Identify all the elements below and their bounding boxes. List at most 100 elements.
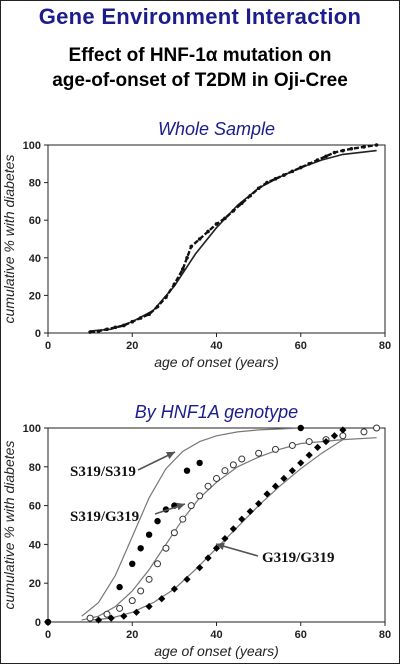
page-title: Gene Environment Interaction	[38, 4, 362, 29]
point-g319-g319	[280, 474, 288, 483]
whole-sample-title: Whole Sample	[158, 119, 275, 139]
point-g319-g319	[330, 432, 339, 440]
genotype-y-tick-label: 40	[29, 539, 41, 551]
whole-sample-x-tick-label: 0	[45, 340, 51, 352]
point-s319-g319	[221, 467, 229, 475]
point-g319-g319	[255, 500, 263, 508]
whole-sample-data-point	[332, 150, 337, 155]
genotype-x-tick-label: 40	[210, 629, 222, 641]
point-g319-g319	[132, 608, 141, 616]
point-g319-g319	[288, 467, 296, 475]
genotype-y-axis-label: cumulative % with diabetes	[1, 441, 17, 610]
whole-sample-data-point	[172, 282, 177, 286]
point-s319-g319	[137, 587, 145, 595]
whole-sample-data-point	[88, 330, 92, 334]
point-s319-s319	[116, 583, 123, 591]
whole-sample-data-point	[206, 229, 210, 234]
whole-sample-data-point	[197, 237, 202, 241]
point-s319-g319	[116, 604, 124, 612]
whole-sample-data-point	[185, 255, 189, 260]
arrow-head-s319-s319	[166, 452, 175, 460]
whole-sample-data-point	[298, 165, 303, 170]
genotype-y-tick-label: 80	[29, 462, 41, 474]
subtitle-line-1: Effect of HNF-1α mutation on	[68, 45, 332, 66]
genotype-y-tick-label: 0	[35, 617, 41, 629]
point-s319-s319	[297, 424, 304, 432]
point-s319-s319	[145, 531, 153, 538]
point-s319-s319	[154, 517, 161, 525]
point-s319-g319	[373, 424, 381, 432]
genotype-x-tick-label: 60	[295, 629, 307, 641]
arrow-head-s319-g319	[176, 502, 185, 511]
genotype-y-tick-label: 60	[29, 501, 41, 513]
point-s319-g319	[179, 515, 187, 523]
genotype-label-s319-g319: S319/G319	[70, 509, 139, 525]
whole-sample-data-point	[96, 329, 101, 333]
point-g319-g319	[238, 515, 246, 523]
point-s319-s319	[129, 560, 136, 567]
genotype-x-tick-label: 80	[379, 629, 391, 641]
point-s319-g319	[86, 614, 94, 622]
whole-sample-y-tick-label: 40	[29, 253, 41, 265]
point-s319-g319	[187, 502, 195, 510]
point-g319-g319	[158, 595, 166, 603]
genotype-y-tick-label: 100	[23, 423, 41, 435]
subtitle-line-2: age-of-onset of T2DM in Oji-Cree	[52, 70, 348, 91]
genotype-y-tick-label: 20	[29, 578, 41, 590]
whole-sample-data-point	[181, 267, 185, 271]
whole-sample-data-point	[164, 295, 168, 300]
whole-sample-data-point	[113, 325, 118, 330]
whole-sample-data-point	[273, 177, 278, 181]
point-s319-g319	[103, 610, 111, 618]
whole-sample-data-point	[105, 327, 109, 332]
whole-sample-data-point	[147, 312, 151, 317]
point-s319-g319	[271, 445, 279, 453]
point-g319-g319	[322, 437, 330, 446]
point-s319-g319	[305, 438, 313, 446]
point-s319-s319	[44, 618, 52, 626]
point-s319-g319	[255, 449, 263, 457]
point-s319-s319	[183, 467, 191, 474]
arrow-head-g319-g319	[216, 542, 225, 550]
point-g319-g319	[212, 544, 221, 552]
whole-sample-data-point	[223, 216, 227, 221]
point-g319-g319	[183, 575, 191, 583]
whole-sample-x-tick-label: 80	[379, 340, 391, 352]
point-s319-s319	[137, 545, 144, 552]
whole-sample-data-point	[248, 193, 252, 198]
whole-sample-data-point	[214, 222, 219, 226]
whole-sample-data-point	[265, 180, 269, 185]
point-s319-g319	[288, 441, 296, 449]
whole-sample-data-point	[282, 173, 286, 177]
point-s319-g319	[339, 432, 347, 440]
whole-sample-x-tick-label: 40	[210, 340, 222, 352]
point-s319-g319	[145, 575, 153, 583]
whole-sample-y-tick-label: 80	[29, 178, 41, 190]
genotype-label-s319-s319: S319/S319	[70, 464, 136, 480]
point-g319-g319	[314, 443, 322, 451]
whole-sample-x-tick-label: 20	[126, 340, 138, 352]
point-g319-g319	[196, 564, 204, 572]
genotype-plot-frame	[47, 427, 386, 623]
genotype-x-tick-label: 0	[45, 629, 51, 641]
point-g319-g319	[204, 554, 212, 562]
point-g319-g319	[297, 459, 305, 467]
point-g319-g319	[305, 451, 313, 459]
point-s319-s319	[196, 459, 203, 467]
point-s319-g319	[238, 455, 246, 463]
whole-sample-data-point	[324, 154, 328, 159]
whole-sample-data-point	[362, 145, 366, 149]
genotype-x-axis-label: age of onset (years)	[154, 643, 279, 659]
whole-sample-data-point	[374, 143, 379, 147]
point-g319-g319	[263, 490, 271, 498]
point-g319-g319	[120, 612, 128, 620]
whole-sample-y-tick-label: 20	[29, 290, 41, 302]
whole-sample-data-point	[307, 162, 311, 166]
whole-sample-data-point	[341, 148, 345, 153]
whole-sample-data-point	[130, 319, 135, 324]
whole-sample-y-tick-label: 60	[29, 215, 41, 227]
genotype-label-g319-g319: G319/G319	[262, 550, 335, 566]
